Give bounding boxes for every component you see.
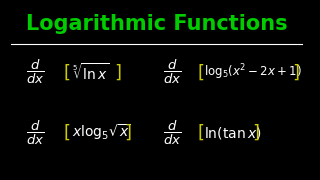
Text: $\dfrac{d}{dx}$: $\dfrac{d}{dx}$ [163,58,181,86]
Text: $]$: $]$ [292,62,300,82]
Text: $[$: $[$ [63,123,70,142]
Text: $x\log_5\!\sqrt{x}$: $x\log_5\!\sqrt{x}$ [72,123,131,142]
Text: $\dfrac{d}{dx}$: $\dfrac{d}{dx}$ [26,118,44,147]
Text: $\dfrac{d}{dx}$: $\dfrac{d}{dx}$ [163,118,181,147]
Text: $[$: $[$ [63,62,70,82]
Text: $]$: $]$ [114,62,121,82]
Text: $\dfrac{d}{dx}$: $\dfrac{d}{dx}$ [26,58,44,86]
Text: $[$: $[$ [197,62,204,82]
Text: $\log_5\!\left(x^2-2x+1\right)$: $\log_5\!\left(x^2-2x+1\right)$ [204,62,302,82]
Text: $]$: $]$ [124,123,132,142]
Text: $[$: $[$ [197,123,204,142]
Text: Logarithmic Functions: Logarithmic Functions [26,14,288,34]
Text: $\sqrt[5]{\ln x}$: $\sqrt[5]{\ln x}$ [72,62,109,83]
Text: $\ln(\tan x)$: $\ln(\tan x)$ [204,125,262,141]
Text: $]$: $]$ [252,123,259,142]
